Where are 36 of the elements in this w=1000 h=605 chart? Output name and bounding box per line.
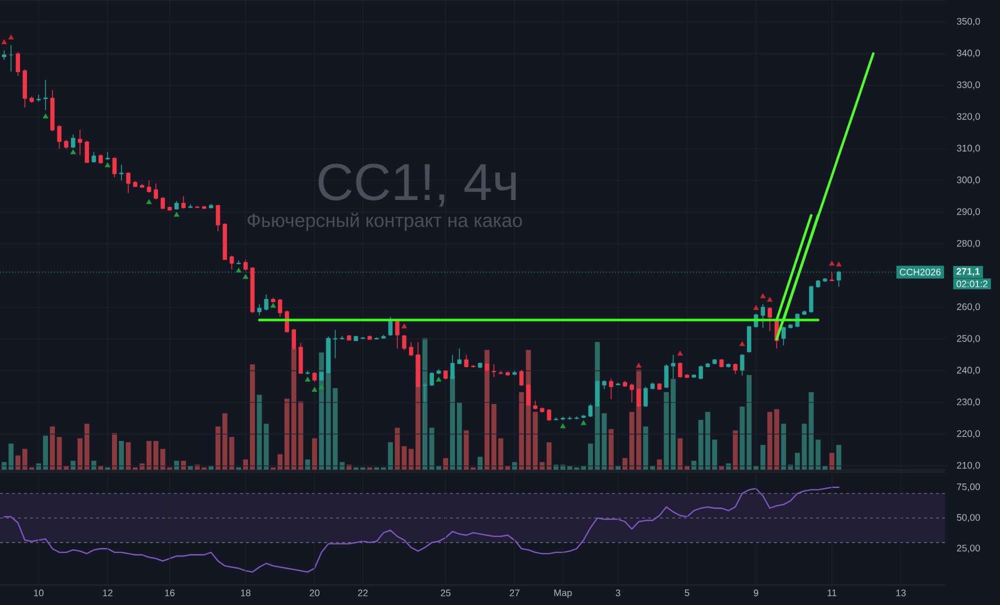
y-tick-label: 210,0 — [957, 462, 980, 470]
y-tick-label: 320,0 — [956, 113, 980, 121]
text: 02:01:2 — [956, 280, 988, 288]
x-tick-label: 12 — [103, 590, 112, 596]
x-tick-label: 3 — [616, 590, 620, 596]
y-tick-label: 220,0 — [957, 430, 980, 438]
y-tick-label: 310,0 — [956, 144, 980, 153]
y-tick-label: 50,00 — [956, 514, 980, 522]
x-tick-label: Мар — [554, 590, 572, 598]
x-tick-label: 20 — [310, 590, 320, 596]
y-tick-label: 290,0 — [957, 208, 980, 216]
y-tick-label: 280,0 — [957, 240, 980, 248]
x-tick-label: 18 — [241, 590, 250, 596]
x-tick-label: 9 — [754, 590, 758, 596]
x-tick-label: 27 — [510, 590, 520, 596]
y-tick-label: 300,0 — [956, 176, 980, 184]
text: Фьючерсный контракт на какао — [248, 212, 522, 231]
y-tick-label: 350,0 — [956, 18, 980, 26]
y-tick-label: 250,0 — [957, 335, 980, 343]
y-tick-label: 330,0 — [956, 81, 980, 90]
y-tick-label: 240,0 — [957, 366, 980, 375]
y-tick-label: 25,00 — [957, 544, 980, 553]
x-tick-label: 13 — [896, 590, 906, 596]
y-tick-label: 230,0 — [957, 398, 980, 406]
x-tick-label: 5 — [684, 590, 690, 596]
y-tick-label: 75,00 — [957, 483, 980, 492]
x-tick-label: 11 — [828, 590, 836, 596]
ref-line-label: 271,1 — [956, 268, 980, 276]
x-tick-label: 25 — [440, 590, 450, 596]
x-tick-label: 22 — [358, 590, 368, 596]
annotation: CCH2026 — [900, 268, 941, 276]
y-tick-label: 340,0 — [956, 50, 980, 58]
x-tick-label: 16 — [165, 590, 175, 596]
y-tick-label: 260,0 — [957, 303, 980, 312]
x-tick-label: 10 — [34, 590, 44, 596]
text: CC1!, 4ч — [318, 164, 516, 207]
